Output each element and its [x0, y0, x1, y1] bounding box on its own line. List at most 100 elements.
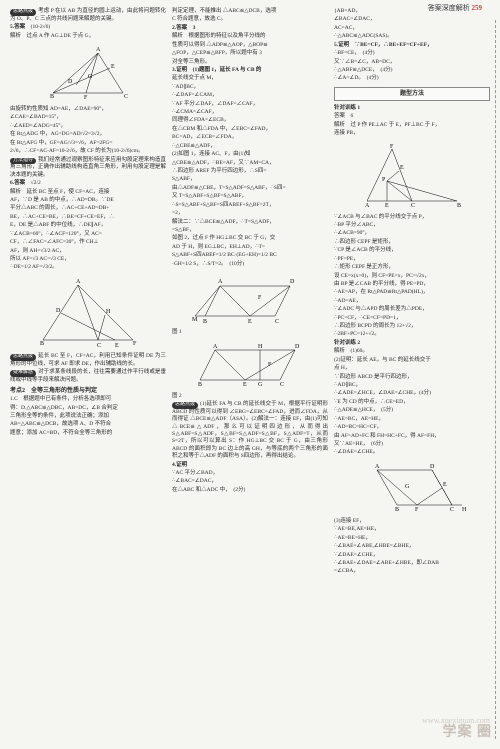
svg-text:F: F	[133, 341, 137, 347]
c2q3-b9: (2)如图 1，连接 AC、F，由(1)知	[172, 151, 328, 158]
svg-text:D: D	[295, 344, 300, 350]
c2q2-b0: 解析 根据图形的特征以及角平分线的	[172, 33, 328, 40]
c3-b3: ∴△ABC≌△ADC(SAS)。	[334, 33, 490, 40]
svg-text:A: A	[96, 47, 101, 53]
zdxl2-2-3: ∴∠BAE=∠ABE,∠HBE=∠BHE，	[334, 543, 490, 550]
figure-4: AD BC EF HG	[190, 340, 310, 390]
c2q3-b3: ∵AF 平分∠DAF，∠DAF=∠CAF，	[172, 101, 328, 108]
side-line	[495, 20, 496, 739]
figure-3: MA DB CEF	[190, 271, 310, 326]
c2q3-b20: AD 于 H，则 EG⊥BC，EH⊥AD，∴T=	[172, 244, 328, 251]
kd2-b1: 得：D.△ABC≌△DBC，AB=DC，∠B 合判定	[10, 405, 166, 412]
title-box: 题型方法	[334, 87, 490, 101]
zdxl1-2-6: ∴矩形 CEPF 是正方形，	[334, 264, 490, 271]
zdxl2-b3: ∵四边形 ABCD 是平行四边形，	[334, 374, 490, 381]
zdxl2-b8: ∴AE=BC，AE=HE，	[334, 416, 490, 423]
svg-text:C: C	[450, 507, 454, 513]
c2q3-b17: 解法二：∵△BCE≌△ADF，∴T=S△ADF，	[172, 219, 328, 226]
column-1: 思路点拨考虑 P 在以 AB 为直径的圆上运动，由此将问题转化为 O、P、C 三…	[10, 8, 166, 577]
c3q5-b1: 又∵∠B=∠C，AB=DC，	[334, 59, 490, 66]
svg-text:A: A	[218, 279, 223, 285]
svg-text:C: C	[411, 203, 415, 209]
c2q3-b15: ∴S=S△ABF+S△BF=S四ABEF+S△BF=2T，	[172, 202, 328, 209]
q5-b3: 在 Rt△ADG 中，AG=DG=AD/√2=3√2，	[10, 131, 166, 138]
zdxl2-b1: (2)证明：延长 AE，与 BC 的延长线交于	[334, 357, 490, 364]
zdxl1-2-13: ∴四边形 BCPD 的周长为 12+√2，	[334, 323, 490, 330]
q5-ans: (10-2√6)	[31, 24, 51, 30]
zdxl1-2-7: 设 CE=x(x>0)，则 CF=PE=x，PC=√2x，	[334, 273, 490, 280]
zdxl1-2-12: ∴PC=CF，∴CE=CF=PD=1，	[334, 315, 490, 322]
tag-yinan: 疑难解惑	[10, 370, 36, 377]
q5-b1: ∠CAE=∠BAD=15°，	[10, 114, 166, 121]
svg-text:F: F	[258, 295, 262, 301]
q6-b7: 所以 AF=√3 AC=√3 CE，	[10, 256, 166, 263]
zdxl1-2-10: ∴AD=AE，	[334, 298, 490, 305]
zdxl1-2-0: ∵∠ACB 与∠BAC 的平分线交于点 P，	[334, 214, 490, 221]
q6-label: 6.答案	[10, 180, 25, 186]
zdxl1-2-1: ∴BP 平分∠ABC，	[334, 222, 490, 229]
figure-5: AF CB PEE	[357, 141, 467, 211]
svg-text:B: B	[40, 341, 44, 347]
zdxl1-2-3: ∴四边形 CEPF 是矩形，	[334, 239, 490, 246]
svg-text:F: F	[390, 144, 394, 150]
c3q5-b0: ∴BF=CE， (4分)	[334, 50, 490, 57]
c2-b1: C 符合题意，故选 C。	[172, 16, 328, 23]
q5-b0: 由旋转的性质知 AD=AE，∠DAE=90°，	[10, 106, 166, 113]
c2q2-b2: △FOP，△CEP≌△BFP，所以题中有 3	[172, 50, 328, 57]
c2q2-b3: 对全等三角形。	[172, 59, 328, 66]
zdxl1-2-4: ∵CP 是∠ACB 的平分线，	[334, 247, 490, 254]
svg-text:C: C	[280, 382, 284, 388]
c2q3-b7: BC=AD，∠ECB=∠FDA，	[172, 134, 328, 141]
q5-jiexi: 解析 过点 A 作 AG⊥DE 于点 G，	[10, 33, 166, 40]
zdxl2-b7: ∴△ADE≌△HCE， (5分)	[334, 407, 490, 414]
svg-text:D: D	[430, 464, 435, 470]
zdxl2-b10: 由 AF=AD+FC 和 FH=HC+FC，得 AF=FH，	[334, 433, 490, 440]
c2q4-b0: ∵AC 平分∠BAD，	[172, 470, 328, 477]
svg-text:G: G	[258, 382, 263, 388]
svg-text:A: A	[365, 203, 370, 209]
svg-text:F: F	[84, 95, 88, 101]
c2-q2: 2.答案 3	[172, 25, 328, 32]
svg-text:E: E	[115, 343, 119, 349]
zdxl2-2-2: ∴AE=BE=HE，	[334, 535, 490, 542]
svg-text:P: P	[382, 177, 386, 183]
c2q3-b1: ∵AD∥BC，	[172, 84, 328, 91]
zdxl1-b1: 连接 PB，	[334, 130, 490, 137]
c3-q5: 5.证明 ∵BE=CF，∴BE+EF=CF+EF，	[334, 42, 490, 49]
c2q3-b8: ∴△CBE≌△ADF，	[172, 143, 328, 150]
zdxl1-2-5: ∴PF=PE，	[334, 256, 490, 263]
c2q3-b12: S△ABF，	[172, 176, 328, 183]
tag-sikao3: 思路点拨	[172, 402, 198, 409]
zdxl2-b2: 点 H，	[334, 365, 490, 372]
zdxl1-ans: 答案 6	[334, 113, 490, 120]
q6-b4: ∵∠ACB=60°，∴∠ACF=120°，又 AC=	[10, 231, 166, 238]
column-2: 判定定理，不能推出 △ABC≌△DCB，选项 C 符合题意，故选 C。 2.答案…	[172, 8, 328, 577]
figure-2: BA CF DEH	[33, 275, 143, 350]
svg-text:A: A	[375, 464, 380, 470]
svg-text:M: M	[192, 317, 198, 323]
q5-b2: ∴∠AED=∠ADG=45°，	[10, 123, 166, 130]
figure-1: BC AD EFG	[38, 43, 138, 103]
kd2-b3: AB=△ABC≌△DCB，故选项 A、D 不符合	[10, 421, 166, 428]
zdxl2-b0: 解析 (1)60。	[334, 348, 490, 355]
svg-text:C: C	[97, 343, 101, 349]
c2-q3: 3.证明 (1)题图 1，延长 FA 与 CB 的	[172, 67, 328, 74]
c2q3-b14: 又 T=S△ABF+S△BF=S△ABF，	[172, 193, 328, 200]
q6-b6: AF，则 AH=√3/2 AC，	[10, 248, 166, 255]
c2q3-b13: 由△ADF≌△CBE，T=S△ADF=S△ABF，∴S四=	[172, 185, 328, 192]
zdxl1-2-11: ∵∠ADC 与△APD 的周长差为△PDE，	[334, 306, 490, 313]
zdxl1-2-8: 由 BP 是∠CAB 的平分线，得 PE=PD，	[334, 281, 490, 288]
svg-text:F: F	[415, 507, 419, 513]
c3q5-b3: ∴∠A=∠D。 (4分)	[334, 75, 490, 82]
page-number: 259	[472, 4, 483, 12]
kaodian-2: 考点2 全等三角形的性质与判定	[10, 387, 166, 395]
c3-b1: ∠BAC=∠DAC，	[334, 16, 490, 23]
c2q2-b1: 性质可以得到 △ADP≌△AOP，△BOP≌	[172, 42, 328, 49]
kd2-b0: 1.C 根据题中已有条件，分析各选项即可	[10, 396, 166, 403]
svg-text:E: E	[443, 482, 447, 488]
svg-text:H: H	[462, 507, 467, 513]
c2q3-b5: 同理得∠FDA=∠ECB，	[172, 117, 328, 124]
svg-text:E: E	[248, 319, 252, 325]
zdxl1: 针对训练 1	[334, 105, 490, 112]
svg-text:B: B	[203, 319, 207, 325]
